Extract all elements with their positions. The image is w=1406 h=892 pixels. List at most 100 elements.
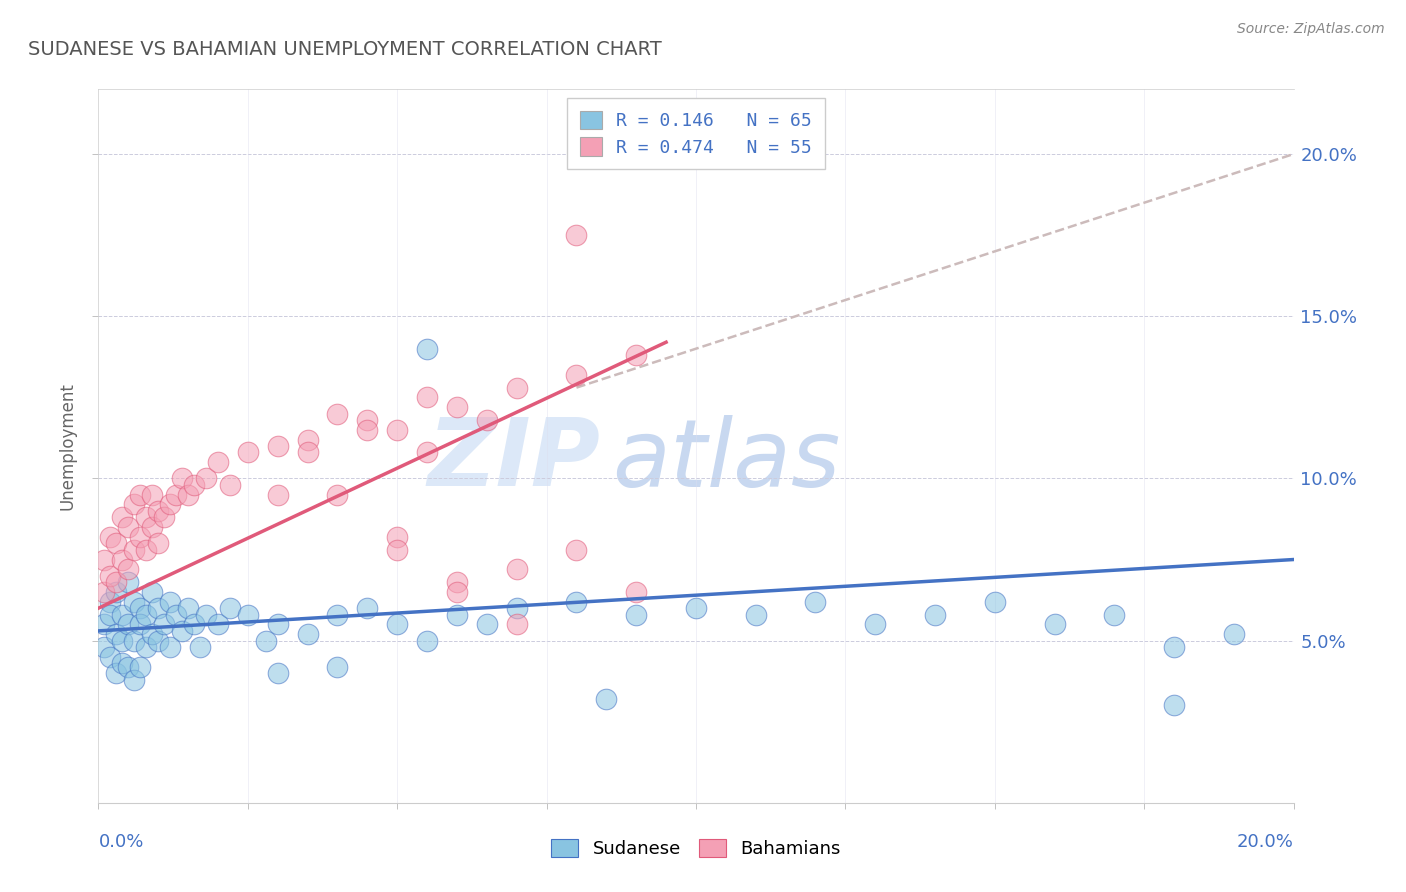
Point [195,607,218,622]
Point [326,607,349,622]
Point [385,423,409,437]
Point [159,497,181,511]
Point [93,552,115,566]
Point [141,627,163,641]
Point [159,640,181,654]
Point [297,627,319,641]
Point [416,390,439,404]
Point [506,562,529,576]
Point [506,381,529,395]
Point [1043,617,1066,632]
Point [117,575,139,590]
Point [506,601,529,615]
Point [984,595,1007,609]
Point [267,439,290,453]
Point [626,348,648,362]
Point [135,640,157,654]
Point [141,488,163,502]
Point [595,692,617,706]
Point [111,657,134,671]
Legend: R = 0.146   N = 65, R = 0.474   N = 55: R = 0.146 N = 65, R = 0.474 N = 55 [568,98,824,169]
Point [129,659,152,673]
Point [188,640,211,654]
Point [165,607,187,622]
Point [93,640,115,654]
Point [326,488,349,502]
Text: atlas: atlas [613,415,841,506]
Point [745,607,768,622]
Point [117,562,139,576]
Point [626,607,648,622]
Point [117,617,139,632]
Point [148,601,170,615]
Point [385,530,409,544]
Point [124,673,146,687]
Point [565,368,588,382]
Point [153,617,176,632]
Point [326,407,349,421]
Point [111,607,134,622]
Point [183,478,205,492]
Point [385,617,409,632]
Text: Source: ZipAtlas.com: Source: ZipAtlas.com [1237,22,1385,37]
Point [172,471,194,485]
Point [565,228,588,243]
Point [219,601,242,615]
Point [865,617,887,632]
Point [446,607,468,622]
Point [111,510,134,524]
Point [124,497,146,511]
Point [105,575,128,590]
Point [416,445,439,459]
Point [111,552,134,566]
Point [183,617,205,632]
Point [153,510,176,524]
Point [626,585,648,599]
Point [148,536,170,550]
Point [135,510,157,524]
Y-axis label: Unemployment: Unemployment [59,382,77,510]
Point [111,633,134,648]
Point [267,617,290,632]
Point [416,633,439,648]
Point [356,423,378,437]
Point [117,520,139,534]
Point [100,649,122,664]
Point [356,413,378,427]
Point [148,504,170,518]
Point [159,595,181,609]
Point [356,601,378,615]
Point [1223,627,1246,641]
Point [236,607,259,622]
Point [446,400,468,414]
Text: ZIP: ZIP [427,414,600,507]
Point [124,633,146,648]
Point [475,617,498,632]
Point [565,595,588,609]
Point [141,520,163,534]
Point [141,585,163,599]
Point [135,607,157,622]
Text: SUDANESE VS BAHAMIAN UNEMPLOYMENT CORRELATION CHART: SUDANESE VS BAHAMIAN UNEMPLOYMENT CORREL… [28,40,662,59]
Point [1104,607,1126,622]
Point [924,607,946,622]
Point [129,530,152,544]
Point [416,342,439,356]
Point [267,488,290,502]
Point [267,666,290,681]
Point [100,607,122,622]
Point [100,595,122,609]
Point [236,445,259,459]
Point [105,627,128,641]
Point [177,601,200,615]
Point [124,542,146,557]
Point [129,488,152,502]
Point [685,601,707,615]
Point [385,542,409,557]
Point [105,585,128,599]
Text: 0.0%: 0.0% [98,833,143,851]
Point [446,575,468,590]
Point [117,659,139,673]
Point [93,617,115,632]
Point [195,471,218,485]
